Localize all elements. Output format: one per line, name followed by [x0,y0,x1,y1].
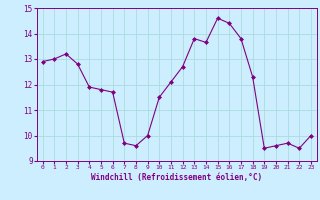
X-axis label: Windchill (Refroidissement éolien,°C): Windchill (Refroidissement éolien,°C) [91,173,262,182]
